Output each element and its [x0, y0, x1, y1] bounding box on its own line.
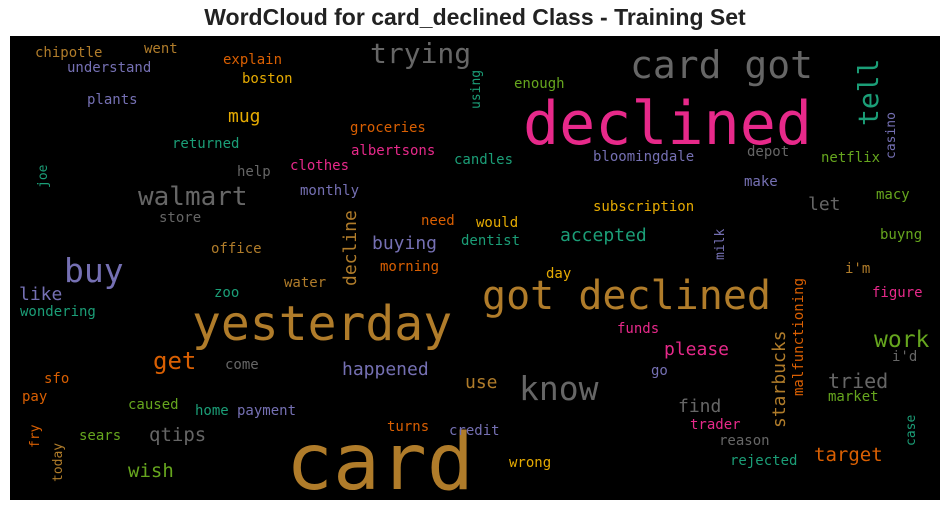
word-plants: plants — [87, 92, 138, 108]
word-card-got: card got — [630, 43, 814, 87]
word-zoo: zoo — [214, 285, 240, 301]
word-caused: caused — [128, 397, 179, 413]
word-make: make — [744, 174, 778, 190]
word-come: come — [225, 357, 259, 373]
word-need: need — [421, 213, 455, 229]
word-day: day — [546, 266, 572, 282]
word-credit: credit — [449, 423, 500, 439]
word-find: find — [678, 396, 722, 417]
word-funds: funds — [617, 321, 660, 337]
word-turns: turns — [387, 419, 430, 435]
word-get: get — [153, 347, 197, 375]
word-milk: milk — [713, 228, 728, 260]
word-wondering: wondering — [20, 304, 96, 320]
word-casino: casino — [884, 112, 899, 159]
word-bloomingdale: bloomingdale — [593, 149, 695, 165]
word-go: go — [651, 363, 668, 379]
word-went: went — [144, 41, 178, 57]
word-walmart: walmart — [138, 182, 248, 212]
word-let: let — [808, 194, 841, 215]
word-clothes: clothes — [290, 158, 350, 174]
word-netflix: netflix — [821, 150, 881, 166]
word-returned: returned — [172, 136, 240, 152]
word-joe: joe — [36, 164, 51, 188]
word-depot: depot — [747, 144, 790, 160]
word-cloud-canvas: card declined yesterday got declined card go… — [10, 36, 940, 500]
word-store: store — [159, 210, 202, 226]
word-fry: fry — [28, 424, 43, 448]
word-got-declined: got declined — [482, 273, 771, 319]
word-using: using — [469, 69, 484, 109]
word-i-m: i'm — [845, 261, 871, 277]
word-starbucks: starbucks — [769, 330, 790, 428]
word-chipotle: chipotle — [35, 45, 103, 61]
word-enough: enough — [514, 76, 565, 92]
word-please: please — [664, 339, 730, 360]
word-card: card — [286, 418, 474, 500]
word-explain: explain — [223, 52, 283, 68]
word-trying: trying — [370, 37, 472, 70]
word-today: today — [51, 442, 66, 482]
word-buy: buy — [64, 251, 124, 290]
word-wrong: wrong — [509, 455, 552, 471]
word-understand: understand — [67, 60, 152, 76]
word-qtips: qtips — [149, 424, 207, 446]
word-help: help — [237, 164, 271, 180]
word-market: market — [828, 389, 879, 405]
word-work: work — [874, 327, 930, 353]
word-buyng: buyng — [880, 227, 923, 243]
word-dentist: dentist — [461, 233, 521, 249]
word-would: would — [476, 215, 519, 231]
word-groceries: groceries — [350, 120, 426, 136]
word-sears: sears — [79, 428, 122, 444]
word-tell: tell — [852, 58, 885, 126]
word-wish: wish — [128, 460, 174, 482]
word-boston: boston — [242, 71, 293, 87]
word-tried: tried — [828, 369, 889, 393]
word-candles: candles — [454, 152, 514, 168]
word-case: case — [904, 414, 919, 446]
word-buying: buying — [372, 233, 438, 254]
word-like: like — [19, 284, 63, 305]
word-malfunctioning: malfunctioning — [791, 277, 807, 396]
word-macy: macy — [876, 187, 910, 203]
word-sfo: sfo — [44, 371, 70, 387]
word-know: know — [519, 369, 599, 408]
word-office: office — [211, 241, 262, 257]
word-albertsons: albertsons — [351, 143, 436, 159]
word-accepted: accepted — [560, 225, 647, 246]
word-i-d: i'd — [892, 349, 918, 365]
word-monthly: monthly — [300, 183, 360, 199]
word-use: use — [465, 372, 498, 393]
word-target: target — [814, 444, 883, 466]
word-home: home — [195, 403, 229, 419]
word-reason: reason — [719, 433, 770, 449]
word-figure: figure — [872, 285, 923, 301]
word-trader: trader — [690, 417, 741, 433]
word-mug: mug — [228, 106, 261, 127]
word-yesterday: yesterday — [192, 296, 453, 352]
word-happened: happened — [342, 359, 429, 380]
word-subscription: subscription — [593, 199, 695, 215]
chart-title: WordCloud for card_declined Class - Trai… — [204, 4, 746, 30]
word-declined: declined — [523, 89, 812, 159]
word-decline: decline — [340, 210, 361, 286]
word-water: water — [284, 275, 327, 291]
word-rejected: rejected — [730, 453, 798, 469]
word-morning: morning — [380, 259, 440, 275]
word-pay: pay — [22, 389, 48, 405]
word-payment: payment — [237, 403, 297, 419]
